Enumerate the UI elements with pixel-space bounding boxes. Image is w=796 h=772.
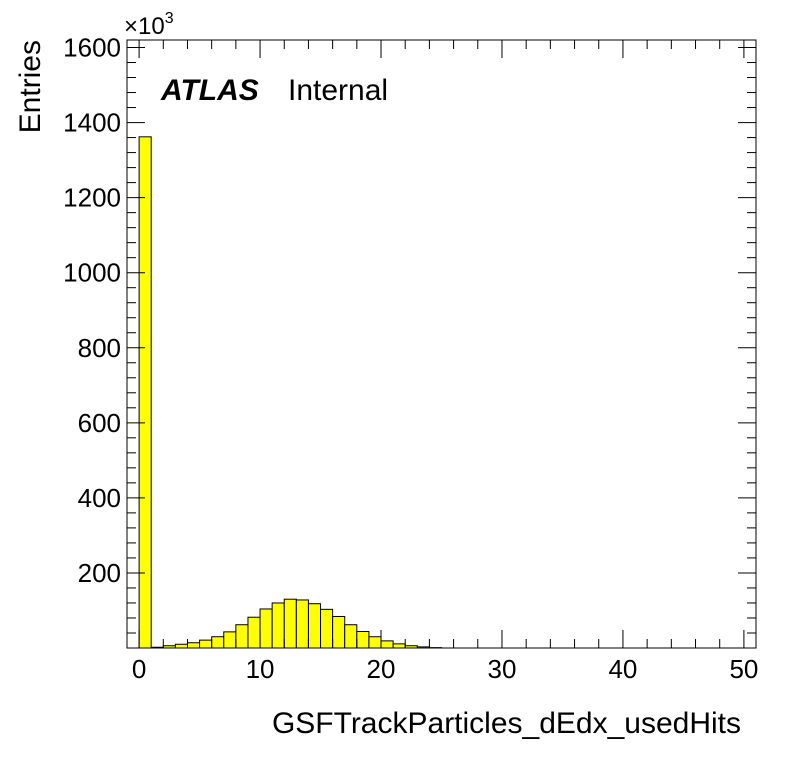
y-tick-label: 800 bbox=[78, 333, 121, 363]
x-tick-label: 0 bbox=[132, 654, 146, 684]
axis-ticks bbox=[127, 40, 756, 648]
histogram-bin bbox=[199, 639, 213, 649]
y-axis-title: Entries bbox=[14, 40, 47, 133]
histogram-bin bbox=[392, 643, 406, 649]
x-tick-label: 50 bbox=[729, 654, 758, 684]
histogram-bin bbox=[138, 136, 152, 649]
histogram-bin bbox=[211, 636, 225, 649]
histogram-bin bbox=[344, 624, 358, 649]
x-axis-title: GSFTrackParticles_dEdx_usedHits bbox=[272, 707, 741, 740]
histogram-bin bbox=[356, 630, 370, 649]
y-tick-label: 200 bbox=[78, 558, 121, 588]
y-multiplier-exponent: 3 bbox=[165, 10, 174, 27]
y-tick-label: 400 bbox=[78, 483, 121, 513]
x-tick-label: 30 bbox=[488, 654, 517, 684]
x-tick-label: 10 bbox=[246, 654, 275, 684]
histogram-bars bbox=[138, 136, 442, 649]
histogram-bin bbox=[235, 624, 249, 649]
histogram-bin bbox=[307, 603, 322, 649]
y-tick-label: 1600 bbox=[63, 33, 121, 63]
x-tick-labels: 0 10 20 30 40 50 bbox=[132, 654, 759, 684]
x-tick-label: 20 bbox=[367, 654, 396, 684]
histogram-bin bbox=[380, 640, 394, 649]
y-tick-label: 1000 bbox=[63, 258, 121, 288]
histogram-bin bbox=[283, 598, 297, 649]
histogram-bin bbox=[320, 608, 334, 649]
y-multiplier-base: ×10 bbox=[124, 13, 165, 40]
histogram-bin bbox=[368, 636, 382, 649]
histogram-bin bbox=[271, 602, 285, 649]
atlas-sublabel: Internal bbox=[288, 74, 388, 107]
y-multiplier: ×103 bbox=[124, 10, 174, 40]
y-tick-labels: 200 400 600 800 1000 1200 1400 1600 bbox=[63, 33, 121, 588]
y-tick-label: 1200 bbox=[63, 183, 121, 213]
histogram-bin bbox=[174, 643, 188, 649]
histogram-bin bbox=[247, 616, 261, 649]
histogram-bin bbox=[223, 631, 237, 649]
histogram-bin bbox=[295, 599, 309, 649]
histogram-bin bbox=[186, 642, 201, 649]
plot-frame bbox=[126, 39, 757, 649]
atlas-label: ATLAS bbox=[160, 74, 259, 107]
histogram-bin bbox=[259, 608, 273, 649]
y-tick-label: 600 bbox=[78, 408, 121, 438]
y-tick-label: 1400 bbox=[63, 108, 121, 138]
histogram-bin bbox=[332, 615, 346, 649]
x-tick-label: 40 bbox=[608, 654, 637, 684]
